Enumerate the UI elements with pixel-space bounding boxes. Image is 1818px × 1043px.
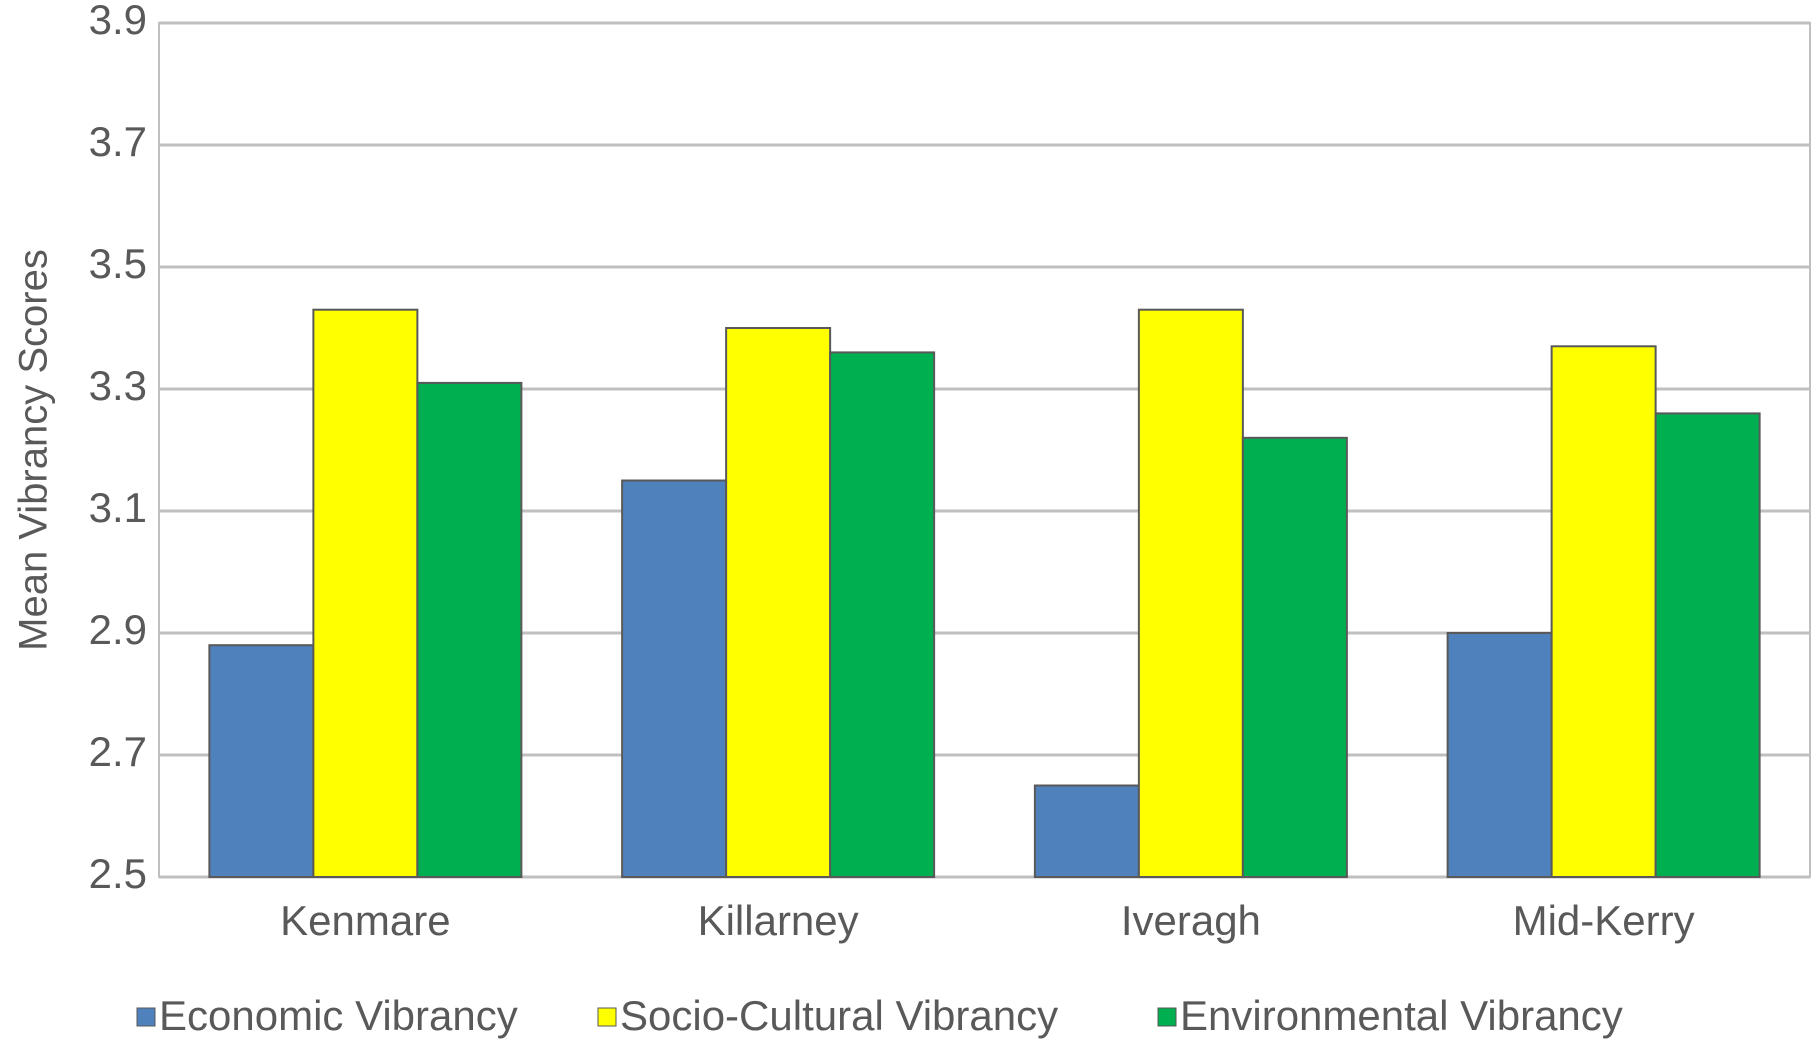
x-tick-label: Iveragh xyxy=(1121,897,1261,944)
legend-swatch xyxy=(1157,1007,1177,1027)
legend-label: Environmental Vibrancy xyxy=(1180,992,1623,1039)
legend-swatch xyxy=(136,1007,156,1027)
x-tick-label: Kenmare xyxy=(280,897,450,944)
x-tick-label: Mid-Kerry xyxy=(1513,897,1695,944)
y-tick-label: 2.5 xyxy=(89,850,147,897)
bar xyxy=(1654,412,1761,878)
x-tick-label: Killarney xyxy=(698,897,859,944)
y-tick-label: 2.7 xyxy=(89,728,147,775)
bar xyxy=(1241,436,1348,878)
legend-label: Economic Vibrancy xyxy=(159,992,518,1039)
y-tick-label: 2.9 xyxy=(89,606,147,653)
bar xyxy=(1550,345,1657,878)
bar xyxy=(1033,784,1140,878)
bar xyxy=(725,327,832,878)
y-tick-label: 3.1 xyxy=(89,484,147,531)
legend-swatch xyxy=(597,1007,617,1027)
bar xyxy=(1137,308,1244,878)
bar xyxy=(312,308,419,878)
y-tick-label: 3.5 xyxy=(89,240,147,287)
bar xyxy=(1446,632,1553,878)
bar xyxy=(621,479,728,878)
y-tick-label: 3.7 xyxy=(89,118,147,165)
y-tick-label: 3.3 xyxy=(89,362,147,409)
y-tick-label: 3.9 xyxy=(89,0,147,43)
bar xyxy=(208,644,315,879)
y-axis-label: Mean Vibrancy Scores xyxy=(12,249,56,651)
bar xyxy=(416,381,523,878)
legend-label: Socio-Cultural Vibrancy xyxy=(620,992,1058,1039)
bar xyxy=(829,351,936,878)
